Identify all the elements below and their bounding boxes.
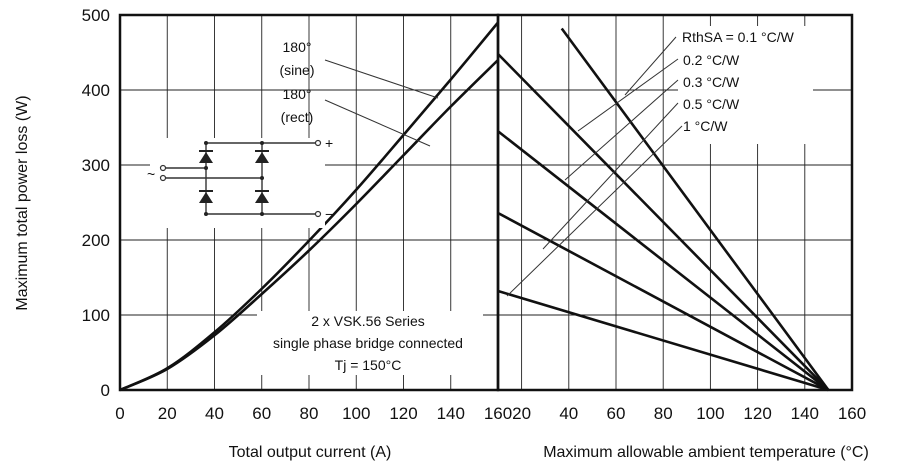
legend-label: RthSA = 0.1 °C/W <box>682 29 795 45</box>
legend-labels: RthSA = 0.1 °C/W 0.2 °C/W 0.3 °C/W 0.5 °C/W… <box>682 29 795 134</box>
x-tick-label-left: 0 <box>115 404 124 423</box>
x-tick-label-right: 100 <box>696 404 724 423</box>
x-tick-label-left: 100 <box>342 404 370 423</box>
legend-leaders <box>506 36 683 297</box>
note-line3: Tj = 150°C <box>335 357 402 373</box>
y-tick-label: 500 <box>82 6 110 25</box>
y-tick-label: 200 <box>82 231 110 250</box>
rect-leader-line <box>324 99 431 147</box>
series-line-rth-1 <box>497 289 829 392</box>
x-tick-label-left: 40 <box>205 404 224 423</box>
note-line2: single phase bridge connected <box>273 335 463 351</box>
legend-label: 1 °C/W <box>683 118 728 134</box>
x-tick-label-right: 140 <box>791 404 819 423</box>
x-axis-label-right: Maximum allowable ambient temperature (°… <box>543 444 869 461</box>
series-line-rth-0-5 <box>497 211 830 392</box>
right-plot-frame <box>496 13 854 392</box>
legend-box <box>678 26 813 144</box>
legend-label: 0.5 °C/W <box>683 96 740 112</box>
x-tick-label-left: 160 <box>484 404 512 423</box>
y-tick-label: 300 <box>82 156 110 175</box>
bridge-schematic-icon: ~ + − <box>147 135 333 228</box>
x-tick-label-right: 60 <box>607 404 626 423</box>
x-tick-label-right: 160 <box>838 404 866 423</box>
plus-symbol: + <box>325 135 333 151</box>
x-tick-label-left: 120 <box>389 404 417 423</box>
series-line-rect <box>119 59 499 392</box>
x-axis-label-left: Total output current (A) <box>229 444 392 461</box>
x-tick-label-left: 20 <box>158 404 177 423</box>
x-tick-label-left: 140 <box>437 404 465 423</box>
x-tick-label-right: 40 <box>559 404 578 423</box>
y-tick-label: 100 <box>82 306 110 325</box>
curve-labels: 180° (sine) 180° (rect) <box>279 39 314 125</box>
note-line1: 2 x VSK.56 Series <box>311 313 425 329</box>
sine-label-line1: 180° <box>283 39 312 55</box>
series-line-rth-0-2 <box>497 53 830 391</box>
y-tick-label: 0 <box>101 381 110 400</box>
y-axis-label: Maximum total power loss (W) <box>14 95 31 310</box>
rect-label-line2: (rect) <box>281 109 314 125</box>
right-series-group <box>497 27 830 392</box>
ac-symbol: ~ <box>147 166 155 182</box>
sine-label-line2: (sine) <box>279 62 314 78</box>
sine-leader-line <box>324 59 439 99</box>
x-tick-label-left: 60 <box>252 404 271 423</box>
minus-symbol: − <box>325 206 333 222</box>
series-line-rth-0-1 <box>560 27 830 391</box>
x-tick-label-right: 80 <box>654 404 673 423</box>
left-series-group <box>119 21 500 392</box>
y-tick-label: 400 <box>82 81 110 100</box>
device-note: 2 x VSK.56 Series single phase bridge co… <box>257 311 483 375</box>
x-tick-label-right: 120 <box>743 404 771 423</box>
x-tick-label-right: 20 <box>512 404 531 423</box>
x-tick-label-left: 80 <box>300 404 319 423</box>
legend-label: 0.3 °C/W <box>683 74 740 90</box>
series-line-rth-0-3 <box>497 130 830 392</box>
legend-label: 0.2 °C/W <box>683 52 740 68</box>
rect-label-line1: 180° <box>283 86 312 102</box>
